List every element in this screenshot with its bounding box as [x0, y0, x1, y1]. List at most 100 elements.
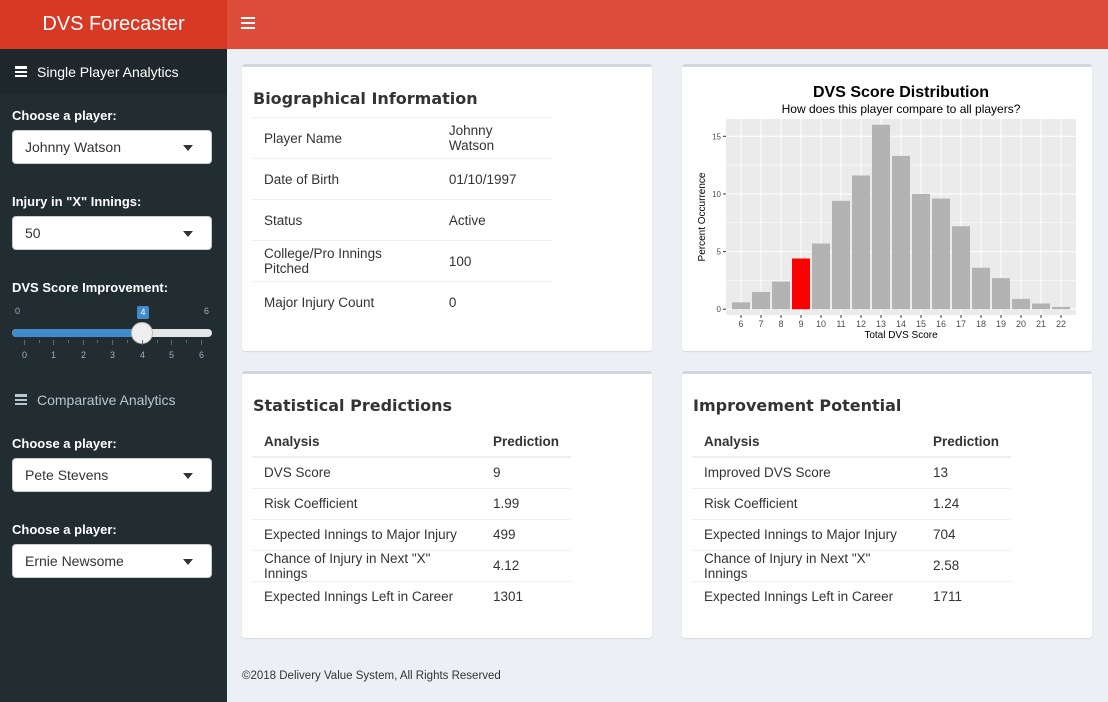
slider-track[interactable] — [12, 329, 212, 337]
chevron-down-icon — [183, 145, 193, 151]
compare-player-label: Choose a player: — [12, 522, 117, 537]
compare-player-select[interactable]: Pete Stevens — [12, 458, 212, 492]
prediction-cell: 1711 — [920, 580, 1011, 612]
menu-item-single-player[interactable]: Single Player Analytics — [0, 49, 227, 94]
slider-grid — [12, 340, 212, 346]
prediction-cell: 1.24 — [920, 487, 1011, 519]
dvs-improvement-slider[interactable]: 0 4 6 0 1 2 3 4 5 6 — [12, 302, 212, 362]
slider-tick-label: 4 — [140, 350, 146, 360]
analysis-cell: Expected Innings Left in Career — [252, 580, 481, 612]
bio-table: Player Name Johnny Watson Date of Birth 01… — [252, 117, 552, 323]
prediction-cell: 9 — [480, 456, 571, 488]
bio-label: College/Pro Innings Pitched — [252, 240, 437, 282]
chart-box: DVS Score Distribution How does this pla… — [682, 64, 1092, 351]
slider-tick-label: 1 — [51, 350, 57, 360]
x-tick-label: 7 — [758, 319, 763, 329]
improvement-box: Improvement Potential Analysis Prediction… — [682, 371, 1092, 638]
slider-fill — [12, 329, 142, 337]
x-tick-label: 12 — [856, 319, 866, 329]
chart-title: DVS Score Distribution — [813, 84, 989, 101]
sidebar-toggle-icon[interactable] — [241, 17, 255, 31]
highlighted-bar — [792, 258, 810, 310]
prediction-cell: 704 — [920, 518, 1011, 550]
bar — [992, 278, 1010, 310]
table-row: Player Name Johnny Watson — [252, 117, 552, 159]
slider-tick-label: 5 — [169, 350, 175, 360]
bar — [852, 175, 870, 310]
prediction-cell: 4.12 — [480, 549, 571, 581]
y-tick-label: 5 — [717, 248, 722, 257]
app-logo[interactable]: DVS Forecaster — [0, 0, 227, 49]
menu-item-label: Comparative Analytics — [37, 391, 176, 408]
bar — [732, 302, 750, 310]
injury-innings-label: Injury in "X" Innings: — [12, 194, 142, 209]
improvement-table: Analysis Prediction Improved DVS Score 13 … — [692, 427, 1011, 612]
prediction-cell: 1.99 — [480, 487, 571, 519]
x-tick-label: 10 — [816, 319, 826, 329]
x-tick-label: 19 — [996, 319, 1006, 329]
top-navbar — [227, 0, 1108, 49]
bar — [912, 193, 930, 310]
x-tick-label: 15 — [916, 319, 926, 329]
analysis-cell: Expected Innings to Major Injury — [692, 518, 921, 550]
bio-label: Date of Birth — [252, 158, 437, 200]
player-select[interactable]: Johnny Watson — [12, 130, 212, 164]
bar — [812, 243, 830, 310]
bio-value: Active — [436, 199, 552, 241]
bar — [1012, 298, 1030, 310]
stats-box: Statistical Predictions Analysis Predicti… — [242, 371, 652, 638]
prediction-cell: 499 — [480, 518, 571, 550]
prediction-cell: 13 — [920, 456, 1011, 488]
injury-innings-select[interactable]: 50 — [12, 216, 212, 250]
injury-innings-value: 50 — [25, 225, 41, 241]
bio-label: Player Name — [252, 117, 437, 159]
chart-subtitle: How does this player compare to all play… — [782, 102, 1021, 116]
sidebar: Single Player Analytics Choose a player:… — [0, 49, 227, 702]
bio-value: Johnny Watson — [436, 117, 552, 159]
table-row: Expected Innings Left in Career 1711 — [692, 580, 1011, 612]
compare-player-select[interactable]: Ernie Newsome — [12, 544, 212, 578]
analysis-cell: Chance of Injury in Next "X" Innings — [692, 549, 921, 581]
table-header-row: Analysis Prediction — [692, 427, 1011, 458]
x-tick-label: 16 — [936, 319, 946, 329]
menu-item-comparative[interactable]: Comparative Analytics — [0, 377, 227, 422]
compare-player-label: Choose a player: — [12, 436, 117, 451]
analysis-cell: Improved DVS Score — [692, 456, 921, 488]
y-tick-label: 15 — [712, 132, 721, 141]
prediction-cell: 1301 — [480, 580, 571, 612]
bar — [752, 291, 770, 310]
table-row: Expected Innings Left in Career 1301 — [252, 580, 571, 612]
bar — [772, 281, 790, 310]
slider-tick-label: 6 — [199, 350, 205, 360]
table-header-row: Analysis Prediction — [252, 427, 571, 458]
bio-value: 100 — [436, 240, 552, 282]
table-row: Expected Innings to Major Injury 704 — [692, 518, 1011, 550]
table-row: College/Pro Innings Pitched 100 — [252, 240, 552, 282]
column-header: Analysis — [692, 427, 921, 458]
compare-player-value: Ernie Newsome — [25, 553, 124, 569]
slider-min-label: 0 — [15, 306, 21, 316]
y-tick-label: 10 — [712, 190, 721, 199]
dvs-improvement-label: DVS Score Improvement: — [12, 280, 169, 295]
x-tick-label: 21 — [1036, 319, 1046, 329]
slider-max-label: 6 — [204, 306, 210, 316]
menu-item-label: Single Player Analytics — [37, 63, 179, 80]
column-header: Analysis — [252, 427, 481, 458]
y-tick-label: 0 — [717, 305, 722, 314]
bar — [1052, 306, 1070, 310]
table-row: DVS Score 9 — [252, 456, 571, 488]
x-tick-label: 6 — [738, 319, 743, 329]
bar — [872, 124, 890, 310]
chart-xlabel: Total DVS Score — [864, 330, 938, 341]
bio-value: 0 — [436, 281, 552, 323]
x-tick-label: 14 — [896, 319, 906, 329]
analysis-cell: DVS Score — [252, 456, 481, 488]
bar — [832, 200, 850, 310]
stats-table: Analysis Prediction DVS Score 9 Risk Coeff… — [252, 427, 571, 612]
table-row: Chance of Injury in Next "X" Innings 2.58 — [692, 549, 1011, 581]
player-select-value: Johnny Watson — [25, 139, 121, 155]
bio-label: Status — [252, 199, 437, 241]
prediction-cell: 2.58 — [920, 549, 1011, 581]
analysis-cell: Expected Innings Left in Career — [692, 580, 921, 612]
x-tick-label: 22 — [1056, 319, 1066, 329]
